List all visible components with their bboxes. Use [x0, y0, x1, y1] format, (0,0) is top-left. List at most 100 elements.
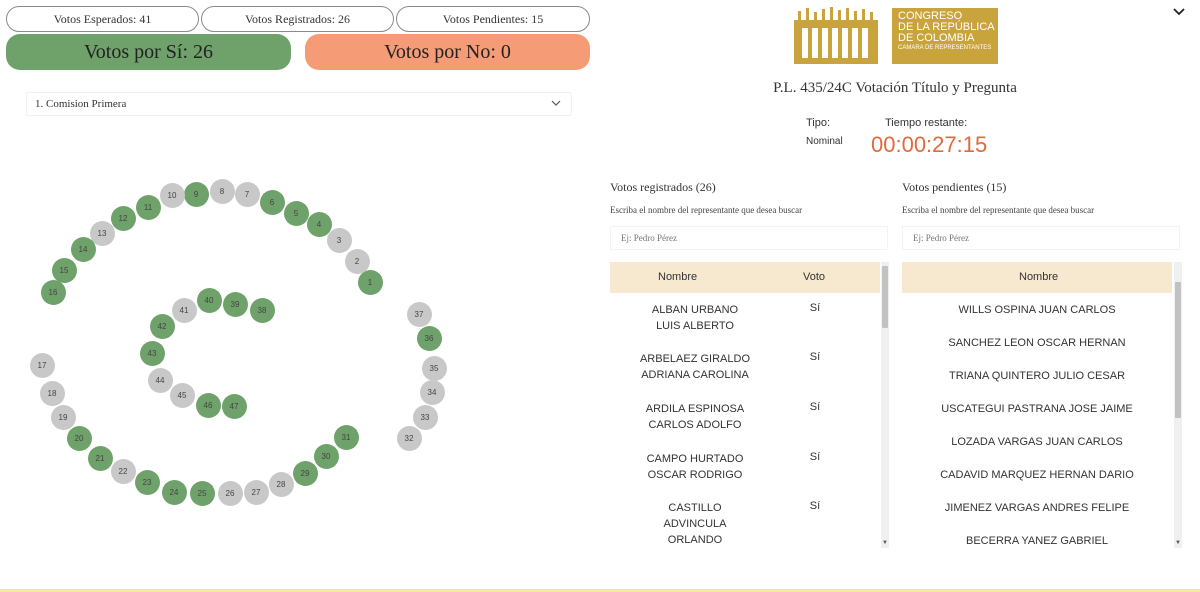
col-voto: Voto: [803, 271, 826, 283]
project-title: P.L. 435/24C Votación Título y Pregunta: [773, 80, 1017, 96]
table-row: JIMENEZ VARGAS ANDRES FELIPE: [944, 502, 1130, 514]
seat-22: 22: [110, 458, 136, 484]
registrados-search-input[interactable]: [610, 226, 888, 250]
scroll-down-icon[interactable]: ▼: [1175, 540, 1181, 546]
registrados-hint: Escriba el nombre del representante que …: [610, 205, 803, 215]
seat-41: 41: [171, 297, 197, 323]
seat-9: 9: [183, 181, 209, 207]
table-row: CADAVID MARQUEZ HERNAN DARIO: [940, 469, 1134, 481]
seat-32: 32: [396, 425, 422, 451]
logo-line-2: DE LA REPÚBLICA: [898, 21, 995, 33]
seat-36: 36: [416, 325, 442, 351]
logo-line-4: CAMARA DE REPRESENTANTES: [898, 45, 992, 51]
seat-44: 44: [147, 367, 173, 393]
seat-6: 6: [259, 189, 285, 215]
scroll-down-icon[interactable]: ▼: [882, 540, 888, 546]
seat-47: 47: [221, 393, 247, 419]
vote-value: Sí: [809, 351, 821, 363]
tipo-label: Tipo:: [806, 117, 831, 129]
table-row: WILLS OSPINA JUAN CARLOS: [958, 304, 1116, 316]
representative-name: CASTILLO ADVINCULA ORLANDO: [663, 502, 727, 546]
representative-name: ARBELAEZ GIRALDO ADRIANA CAROLINA: [639, 353, 751, 381]
table-row: USCATEGUI PASTRANA JOSE JAIME: [941, 403, 1133, 415]
vote-value: Sí: [809, 401, 821, 413]
seat-15: 15: [51, 257, 77, 283]
seat-21: 21: [87, 445, 113, 471]
seat-24: 24: [161, 479, 187, 505]
seat-43: 43: [139, 340, 165, 366]
pendientes-title: Votos pendientes (15): [902, 180, 1007, 194]
scroll-thumb[interactable]: [1175, 282, 1181, 418]
vote-value: Sí: [809, 302, 821, 314]
vote-value: Sí: [809, 500, 821, 512]
seat-14: 14: [70, 236, 96, 262]
pendientes-hint: Escriba el nombre del representante que …: [902, 205, 1095, 215]
table-row: LOZADA VARGAS JUAN CARLOS: [951, 436, 1123, 448]
seat-35: 35: [421, 355, 447, 381]
votos-esperados-pill: Votos Esperados: 41: [6, 6, 199, 32]
seat-1: 1: [357, 269, 383, 295]
seat-31: 31: [333, 424, 359, 450]
registrados-scrollbar[interactable]: ▼: [881, 262, 889, 548]
seat-7: 7: [234, 181, 260, 207]
pendientes-table-body: WILLS OSPINA JUAN CARLOS SANCHEZ LEON OSC…: [902, 294, 1172, 548]
table-row: SANCHEZ LEON OSCAR HERNAN: [948, 337, 1126, 349]
seat-23: 23: [134, 469, 160, 495]
bottom-bar: [0, 589, 1200, 592]
col-nombre: Nombre: [658, 271, 698, 283]
seat-17: 17: [29, 352, 55, 378]
seat-40: 40: [196, 287, 222, 313]
seat-8: 8: [209, 178, 235, 204]
registrados-table-header: Nombre Voto: [610, 262, 880, 293]
votos-registrados-pill: Votos Registrados: 26: [201, 6, 394, 32]
seat-25: 25: [189, 480, 215, 506]
seat-30: 30: [313, 443, 339, 469]
vote-value: Sí: [809, 451, 821, 463]
seat-27: 27: [243, 479, 269, 505]
registrados-table-body: ALBAN URBANO LUIS ALBERTO Sí ARBELAEZ GIRAL…: [610, 294, 880, 548]
logo-line-1: CONGRESO: [898, 10, 963, 22]
seat-16: 16: [40, 279, 66, 305]
seat-11: 11: [135, 194, 161, 220]
seat-4: 4: [306, 211, 332, 237]
tiempo-label: Tiempo restante:: [885, 117, 968, 129]
pendientes-scrollbar[interactable]: ▼: [1174, 262, 1182, 548]
votos-pendientes-pill: Votos Pendientes: 15: [396, 6, 590, 32]
seat-45: 45: [169, 382, 195, 408]
congreso-logo: CONGRESO DE LA REPÚBLICA DE COLOMBIA CAM…: [794, 6, 1000, 66]
table-row: BECERRA YANEZ GABRIEL: [965, 535, 1109, 547]
tipo-value: Nominal: [806, 136, 843, 147]
seat-2: 2: [344, 248, 370, 274]
representative-name: ARDILA ESPINOSA CARLOS ADOLFO: [645, 403, 745, 431]
chevron-down-icon: [551, 100, 561, 106]
pendientes-search-input[interactable]: [902, 226, 1180, 250]
seat-10: 10: [159, 182, 185, 208]
votos-no-box: Votos por No: 0: [305, 34, 590, 70]
seat-46: 46: [195, 392, 221, 418]
scroll-thumb[interactable]: [882, 266, 888, 328]
seat-20: 20: [66, 425, 92, 451]
seat-19: 19: [50, 404, 76, 430]
logo-line-3: DE COLOMBIA: [898, 32, 975, 44]
seat-34: 34: [419, 379, 445, 405]
seat-37: 37: [406, 301, 432, 327]
seat-42: 42: [149, 313, 175, 339]
seat-3: 3: [326, 227, 352, 253]
seat-33: 33: [412, 404, 438, 430]
seat-29: 29: [292, 460, 318, 486]
seat-5: 5: [283, 200, 309, 226]
commission-select[interactable]: 1. Comision Primera: [26, 92, 572, 116]
representative-name: CAMPO HURTADO OSCAR RODRIGO: [646, 453, 744, 481]
pendientes-table-header: Nombre: [902, 262, 1172, 293]
chevron-down-icon[interactable]: [1172, 6, 1186, 18]
col-nombre: Nombre: [1019, 271, 1059, 283]
countdown-timer: 00:00:27:15: [871, 132, 988, 157]
commission-select-value: 1. Comision Primera: [35, 98, 127, 110]
seat-28: 28: [268, 471, 294, 497]
seat-26: 26: [217, 480, 243, 506]
seat-39: 39: [222, 291, 248, 317]
representative-name: ALBAN URBANO LUIS ALBERTO: [651, 304, 739, 332]
votos-si-box: Votos por Sí: 26: [6, 34, 291, 70]
seat-38: 38: [249, 297, 275, 323]
registrados-title: Votos registrados (26): [610, 180, 716, 194]
